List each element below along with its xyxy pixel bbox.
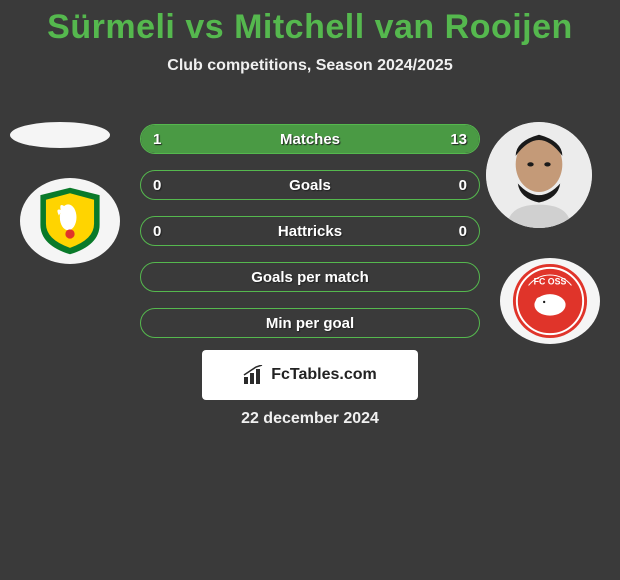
stat-label: Goals bbox=[141, 177, 479, 194]
stat-row-matches: 1 Matches 13 bbox=[140, 124, 480, 154]
stat-label: Hattricks bbox=[141, 223, 479, 240]
brand-box: FcTables.com bbox=[202, 350, 418, 400]
player-left-photo bbox=[10, 122, 110, 148]
stat-value-right: 0 bbox=[459, 177, 467, 194]
club-left-badge bbox=[20, 178, 120, 264]
page-title: Sürmeli vs Mitchell van Rooijen bbox=[0, 0, 620, 47]
stat-value-right: 13 bbox=[450, 131, 467, 148]
stat-row-hattricks: 0 Hattricks 0 bbox=[140, 216, 480, 246]
date: 22 december 2024 bbox=[0, 410, 620, 428]
chart-icon bbox=[243, 365, 265, 385]
stat-row-goals-per-match: Goals per match bbox=[140, 262, 480, 292]
subtitle: Club competitions, Season 2024/2025 bbox=[0, 57, 620, 75]
brand-text: FcTables.com bbox=[271, 366, 377, 384]
stat-label: Goals per match bbox=[141, 269, 479, 286]
stat-value-right: 0 bbox=[459, 223, 467, 240]
stats-container: 1 Matches 13 0 Goals 0 0 Hattricks 0 Goa… bbox=[140, 124, 480, 354]
stat-row-goals: 0 Goals 0 bbox=[140, 170, 480, 200]
svg-text:FC OSS: FC OSS bbox=[534, 276, 567, 286]
player-right-photo bbox=[486, 122, 592, 228]
stat-label: Min per goal bbox=[141, 315, 479, 332]
stat-label: Matches bbox=[141, 131, 479, 148]
club-right-badge: FC OSS bbox=[500, 258, 600, 344]
stat-row-min-per-goal: Min per goal bbox=[140, 308, 480, 338]
